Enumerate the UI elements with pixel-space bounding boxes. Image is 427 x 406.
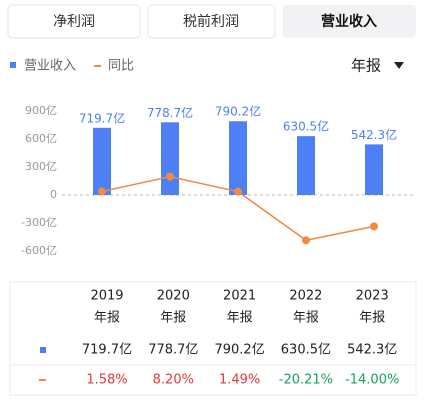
table-period: 年报 (227, 311, 253, 326)
legend-label: 同比 (108, 59, 134, 74)
bar (297, 136, 315, 195)
table-year: 2022 (289, 289, 322, 304)
bar-value-label: 542.3亿 (351, 127, 397, 142)
table-period: 年报 (160, 311, 186, 326)
tab-selected[interactable] (283, 5, 416, 38)
legend-marker (10, 62, 16, 68)
table-year: 2021 (223, 289, 256, 304)
bar-value-label: 778.7亿 (147, 105, 193, 120)
table-cell: 778.7亿 (148, 343, 198, 358)
table-period: 年报 (359, 311, 385, 326)
bar-value-label: 719.7亿 (79, 110, 125, 125)
line-point (166, 172, 174, 181)
table-cell: 719.7亿 (82, 343, 132, 358)
dropdown-arrow[interactable] (394, 62, 404, 69)
y-tick-label: -600亿 (21, 244, 57, 257)
table-year: 2023 (356, 289, 389, 304)
bar (161, 122, 179, 195)
row-marker (40, 347, 46, 353)
y-tick-label: -300亿 (21, 216, 57, 229)
table-year: 2020 (157, 289, 190, 304)
legend-label: 营业收入 (24, 59, 76, 74)
line-point (234, 187, 242, 196)
table-period: 年报 (94, 311, 120, 326)
bar-value-label: 630.5亿 (283, 119, 329, 134)
table-cell: 1.49% (219, 373, 260, 388)
bar-value-label: 790.2亿 (215, 104, 261, 119)
table-cell: 542.3亿 (347, 343, 397, 358)
tab-label[interactable]: 净利润 (53, 14, 95, 30)
bar (229, 121, 247, 195)
tab-label[interactable]: 税前利润 (183, 13, 239, 30)
bar (93, 127, 111, 195)
line-point (302, 236, 310, 245)
table-cell: -14.00% (345, 373, 399, 388)
table-cell: 1.58% (86, 373, 127, 388)
tab[interactable] (147, 4, 276, 39)
table-cell: -20.21% (279, 373, 333, 388)
tab-label[interactable]: 营业收入 (321, 13, 377, 30)
line-point (370, 222, 378, 231)
table-frame (9, 281, 417, 396)
table-cell: 8.20% (153, 373, 194, 388)
y-tick-label: 600亿 (25, 132, 57, 145)
y-tick-label: 900亿 (25, 104, 57, 117)
y-tick-label: 0 (50, 188, 57, 201)
period-dropdown[interactable]: 年报 (351, 57, 381, 75)
tab[interactable] (7, 4, 141, 39)
y-tick-label: 300亿 (25, 160, 57, 173)
table-year: 2019 (90, 289, 123, 304)
line-point (98, 187, 106, 196)
table-cell: 630.5亿 (281, 343, 331, 358)
table-period: 年报 (293, 311, 319, 326)
bar (365, 144, 383, 195)
table-cell: 790.2亿 (214, 343, 264, 358)
